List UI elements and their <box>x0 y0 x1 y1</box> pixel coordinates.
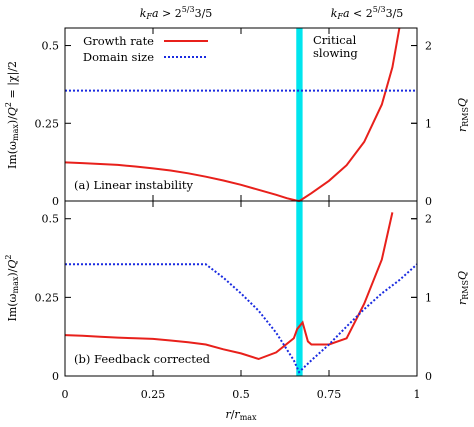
panel-a-ylabel: Im(ωmax)/Q2 = |χ|/2 <box>4 61 20 169</box>
y-tick-label: 0.5 <box>42 40 60 53</box>
growth-rate-line <box>64 27 401 203</box>
x-tick-label: 1 <box>414 388 421 401</box>
y2-tick-label: 2 <box>425 213 432 226</box>
legend: Growth rate Domain size <box>83 34 208 64</box>
x-tick-label: 0.75 <box>317 388 342 401</box>
y-tick-label: 0.5 <box>42 213 60 226</box>
y2-tick-label: 1 <box>425 117 432 130</box>
top-label-right: kFa < 25/33/5 <box>331 5 404 21</box>
panel-b-label: (b) Feedback corrected <box>74 352 211 366</box>
panel-a-label: (a) Linear instability <box>74 178 194 192</box>
x-axis-label: r/rmax <box>225 408 257 422</box>
y2-tick-label: 1 <box>425 291 432 304</box>
critical-annotation-line1: Critical <box>313 33 357 47</box>
x-tick-label: 0 <box>62 388 69 401</box>
y2-tick-label: 0 <box>425 370 432 383</box>
y-tick-label: 0 <box>52 195 59 208</box>
y2-tick-label: 0 <box>425 195 432 208</box>
critical-slowing-band <box>296 28 303 201</box>
critical-slowing-band <box>296 201 303 376</box>
x-tick-label: 0.5 <box>232 388 250 401</box>
y-tick-label: 0.25 <box>35 291 60 304</box>
legend-label-domain-size: Domain size <box>83 50 154 64</box>
critical-annotation-line2: slowing <box>313 46 358 60</box>
panel-b-ylabel: Im(ωmax)/Q2 <box>4 254 20 321</box>
x-tick-label: 0.25 <box>141 388 166 401</box>
growth-rate-line <box>64 212 394 361</box>
panel-b-y2label: rRMSQ <box>456 271 470 305</box>
y-tick-label: 0.25 <box>35 117 60 130</box>
legend-label-growth-rate: Growth rate <box>83 34 154 48</box>
y2-tick-label: 2 <box>425 40 432 53</box>
panel-b-frame <box>64 200 418 377</box>
panel-a-y2label: rRMSQ <box>456 98 470 132</box>
y-tick-label: 0 <box>52 370 59 383</box>
top-label-left: kFa > 25/33/5 <box>140 5 213 21</box>
